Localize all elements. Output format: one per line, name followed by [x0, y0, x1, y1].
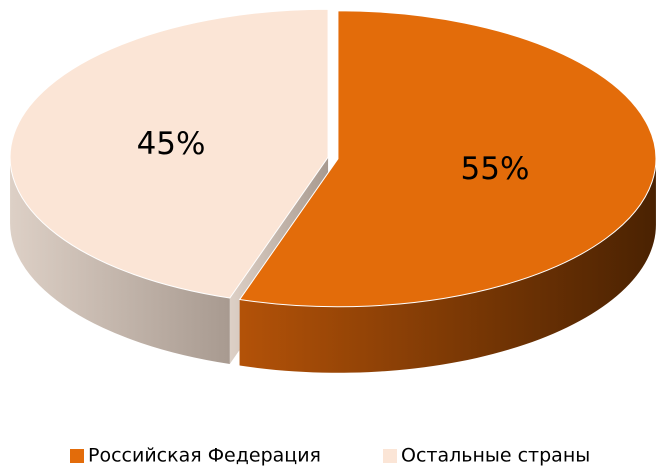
data-label: 45% [137, 126, 206, 162]
data-label: 55% [461, 151, 530, 187]
slice-side [10, 157, 230, 364]
slice [9, 8, 329, 299]
legend-label: Остальные страны [401, 445, 590, 467]
slice-side [239, 158, 656, 373]
slice [238, 10, 657, 308]
legend-swatch [70, 449, 84, 463]
legend-swatch [383, 449, 397, 463]
legend-label: Российская Федерация [88, 445, 321, 467]
